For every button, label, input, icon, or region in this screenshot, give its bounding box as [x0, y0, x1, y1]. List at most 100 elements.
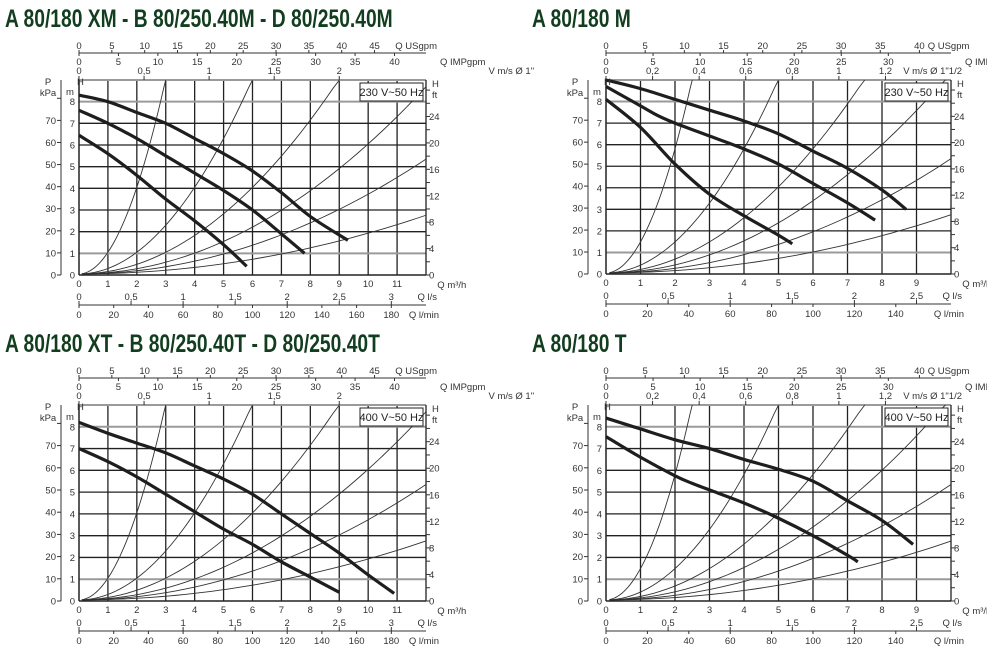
velocity-tick-label: 1,5	[268, 391, 281, 402]
ft-tick-label: 8	[429, 218, 434, 229]
h-tick-label: 4	[70, 509, 75, 520]
usgpm-tick-label: 0	[603, 366, 608, 377]
ft-tick-label: 4	[429, 244, 434, 255]
ls-tick-label: 1	[180, 292, 185, 303]
m3h-tick-label: 8	[879, 605, 884, 616]
m3h-axis-label: Q m³/h	[962, 279, 987, 290]
usgpm-tick-label: 10	[679, 366, 690, 377]
m3h-tick-label: 8	[308, 279, 313, 290]
velocity-tick-label: 0,2	[646, 391, 659, 402]
ft-tick-label: 12	[954, 191, 965, 202]
system-curve	[609, 404, 693, 601]
velocity-tick-label: 1,2	[879, 391, 892, 402]
voltage-box	[884, 82, 949, 102]
m3h-tick-label: 10	[363, 279, 374, 290]
h-axis-unit-label: m	[593, 412, 601, 423]
lmin-tick-label: 20	[642, 309, 653, 320]
ls-tick-label: 2,5	[333, 292, 346, 303]
pump-curve-min-speed	[605, 435, 859, 564]
system-curve	[609, 214, 952, 274]
h-tick-label: 5	[597, 162, 602, 173]
voltage-label: 230 V~50 Hz	[885, 87, 949, 99]
m3h-tick-label: 7	[845, 605, 850, 616]
impgpm-axis-label: Q IMPgpm	[965, 57, 987, 68]
impgpm-tick-label: 30	[883, 57, 894, 68]
ft-axis-h-label: H	[957, 79, 964, 90]
h-tick-label: 2	[597, 226, 602, 237]
pump-curve-max-speed	[78, 93, 349, 242]
usgpm-tick-label: 35	[875, 366, 886, 377]
chart-title-4: A 80/180 T	[532, 330, 627, 358]
m3h-tick-label: 1	[638, 278, 643, 289]
kpa-tick-label: 40	[45, 508, 56, 519]
ft-tick-label: 24	[429, 112, 440, 123]
kpa-tick-label: 30	[572, 204, 583, 215]
h-tick-label: 8	[70, 422, 75, 433]
kpa-tick-label: 60	[572, 138, 583, 149]
m3h-axis-label: Q m³/h	[437, 280, 466, 291]
ft-tick-label: 0	[954, 597, 959, 608]
ls-tick-label: 1,5	[229, 292, 242, 303]
lmin-tick-label: 40	[684, 636, 695, 647]
lmin-tick-label: 20	[108, 310, 119, 321]
kpa-tick-label: 20	[45, 552, 56, 563]
lmin-tick-label: 100	[245, 310, 261, 321]
ls-tick-label: 1,5	[786, 618, 799, 629]
kpa-tick-label: 40	[45, 182, 56, 193]
ft-tick-label: 16	[429, 165, 440, 176]
system-curve	[609, 404, 779, 601]
impgpm-tick-label: 25	[271, 382, 282, 393]
voltage-label: 230 V~50 Hz	[360, 87, 424, 99]
m3h-tick-label: 4	[192, 279, 197, 290]
velocity-tick-label: 2	[337, 66, 342, 77]
ls-tick-label: 0,5	[124, 618, 137, 629]
impgpm-tick-label: 25	[836, 382, 847, 393]
kpa-axis-p-label: P	[45, 402, 51, 413]
lmin-tick-label: 140	[314, 636, 330, 647]
velocity-tick-label: 1	[836, 66, 841, 77]
usgpm-tick-label: 40	[914, 366, 925, 377]
h-tick-label: 0	[597, 270, 602, 281]
impgpm-tick-label: 15	[192, 57, 203, 68]
m3h-tick-label: 1	[105, 279, 110, 290]
impgpm-tick-label: 35	[350, 382, 361, 393]
impgpm-tick-label: 40	[389, 57, 400, 68]
ls-tick-label: 3	[389, 292, 394, 303]
usgpm-tick-label: 35	[304, 41, 315, 52]
ft-tick-label: 12	[429, 191, 440, 202]
ls-tick-label: 0,5	[124, 292, 137, 303]
pump-curve-max-speed	[78, 420, 396, 595]
ft-tick-label: 16	[954, 490, 965, 501]
kpa-tick-label: 50	[572, 486, 583, 497]
usgpm-tick-label: 20	[205, 366, 216, 377]
usgpm-tick-label: 5	[109, 366, 114, 377]
lmin-tick-label: 80	[213, 310, 224, 321]
system-curve	[81, 404, 167, 601]
velocity-tick-label: 0	[603, 66, 608, 77]
m3h-tick-label: 7	[279, 605, 284, 616]
impgpm-tick-label: 0	[603, 382, 608, 393]
m3h-tick-label: 5	[221, 279, 226, 290]
ft-axis-h-label: H	[432, 404, 439, 415]
ft-tick-label: 0	[429, 271, 434, 282]
voltage-label: 400 V~50 Hz	[885, 412, 949, 424]
m3h-tick-label: 5	[221, 605, 226, 616]
h-tick-label: 6	[70, 141, 75, 152]
velocity-tick-label: 0,4	[693, 391, 706, 402]
usgpm-tick-label: 0	[76, 41, 81, 52]
lmin-tick-label: 0	[76, 636, 81, 647]
kpa-tick-label: 60	[572, 463, 583, 474]
h-tick-label: 1	[70, 249, 75, 260]
usgpm-tick-label: 40	[336, 41, 347, 52]
m3h-tick-label: 3	[707, 278, 712, 289]
impgpm-tick-label: 40	[389, 382, 400, 393]
lmin-tick-label: 120	[279, 636, 295, 647]
lmin-tick-label: 180	[383, 636, 399, 647]
kpa-tick-label: 60	[45, 463, 56, 474]
ls-tick-label: 2,5	[910, 291, 923, 302]
velocity-tick-label: 1	[206, 66, 211, 77]
ls-tick-label: 2,5	[333, 618, 346, 629]
